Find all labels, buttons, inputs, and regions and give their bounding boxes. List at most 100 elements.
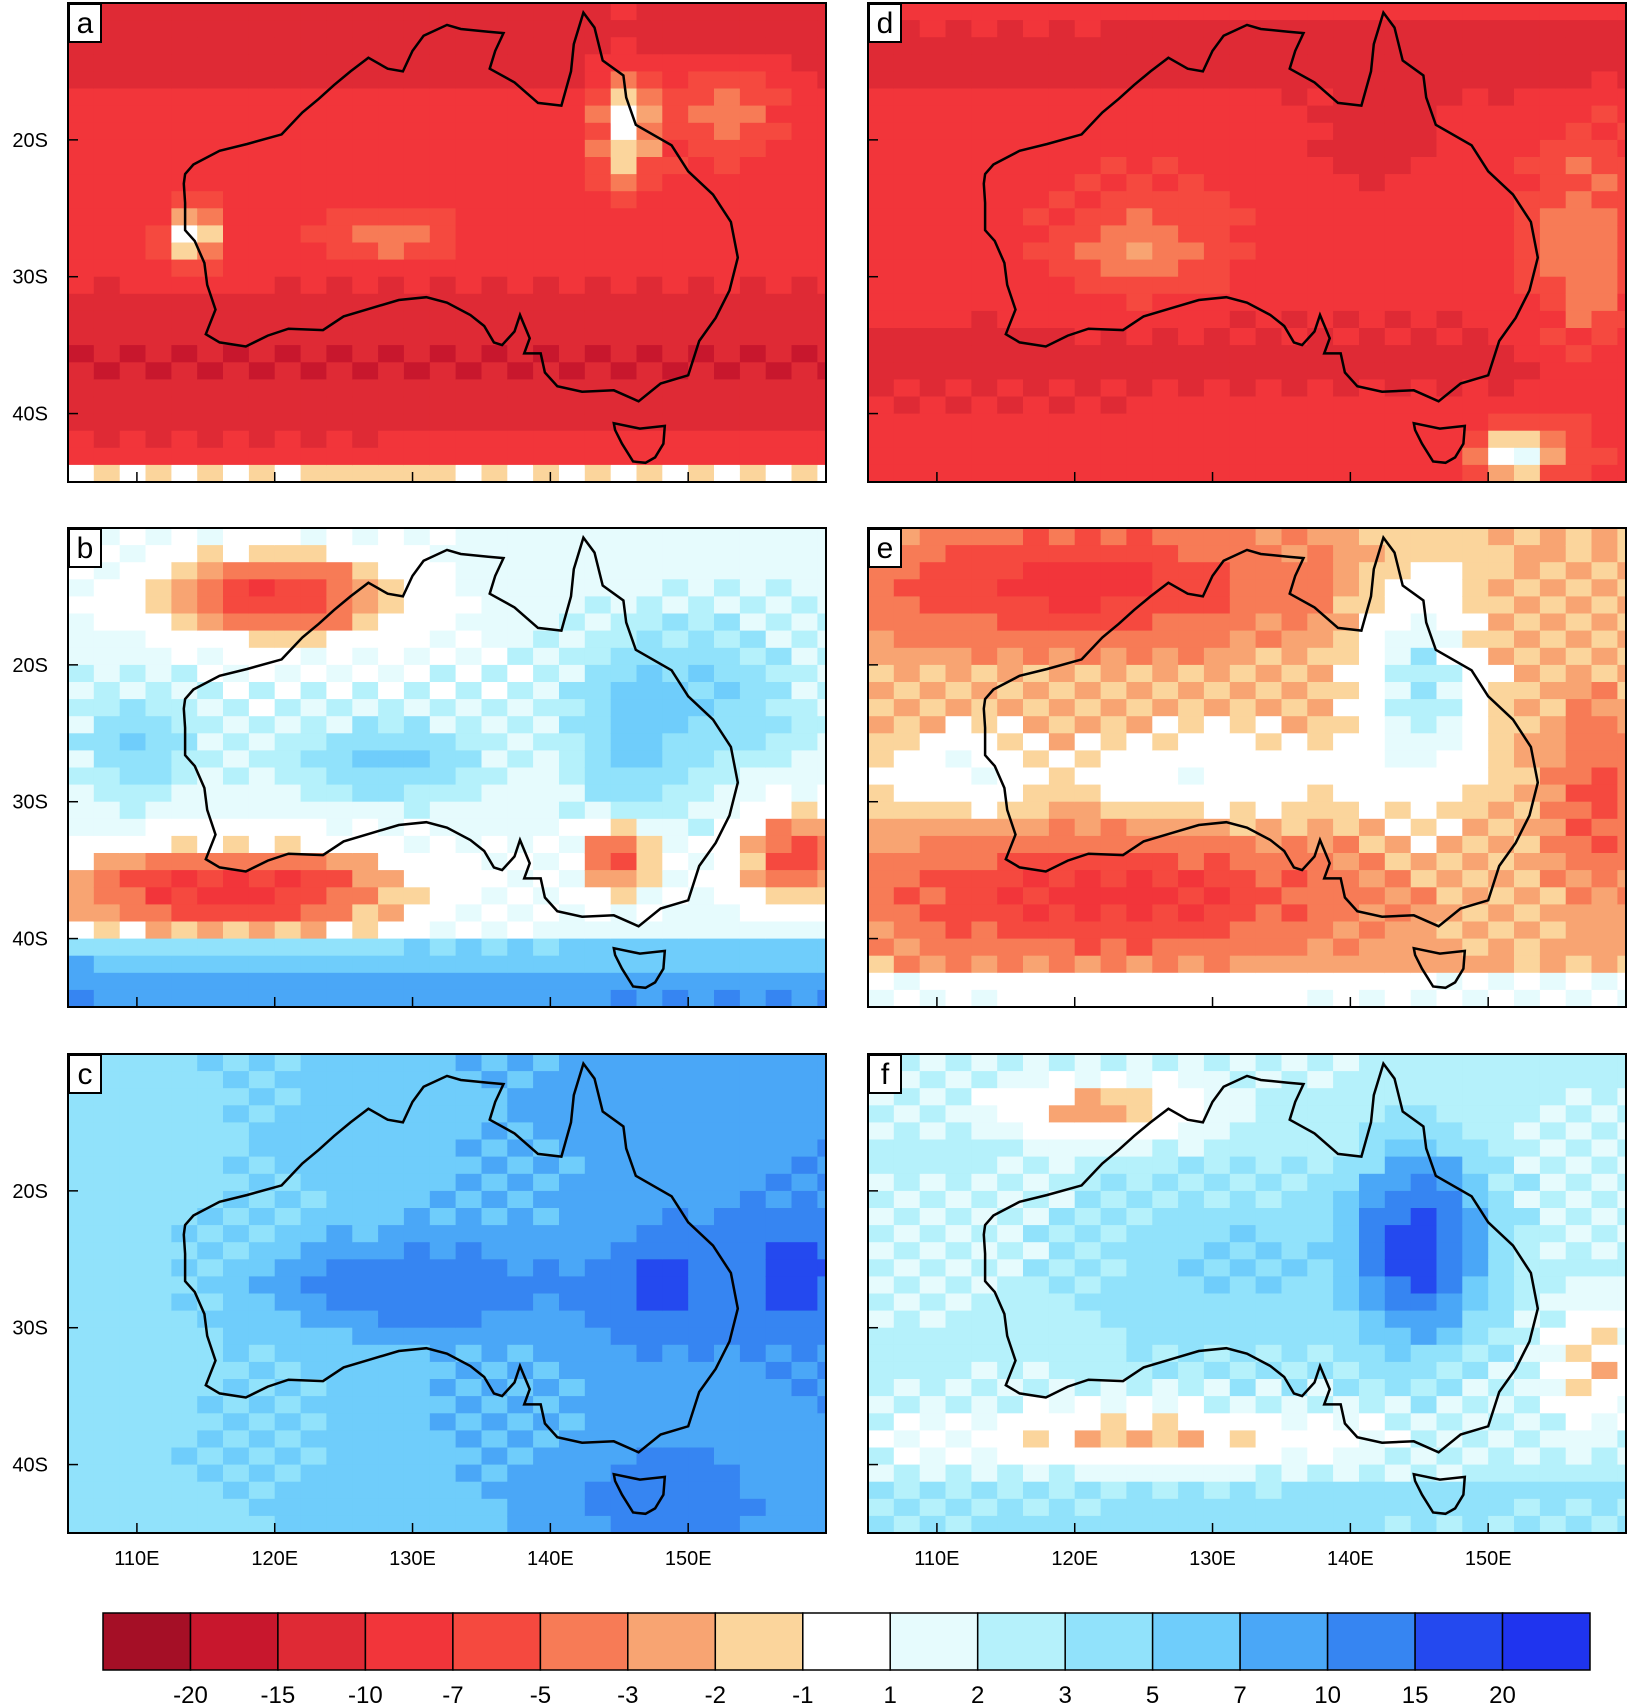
heatmap-cell [326, 750, 353, 769]
heatmap-cell [248, 1071, 276, 1089]
heatmap-cell [765, 1344, 793, 1363]
heatmap-cell [868, 1259, 895, 1277]
heatmap-cell [997, 699, 1024, 717]
heatmap-cell [1539, 464, 1567, 482]
heatmap-cell [119, 191, 147, 209]
heatmap-cell [688, 818, 715, 837]
heatmap-cell [326, 1481, 353, 1500]
heatmap-cell [584, 1054, 612, 1072]
heatmap-cell [248, 464, 276, 482]
heatmap-cell [119, 225, 147, 244]
heatmap-cell [1307, 699, 1334, 717]
heatmap-cell [403, 579, 431, 597]
heatmap-cell [300, 208, 327, 226]
heatmap-cell [1178, 396, 1205, 415]
heatmap-cell [1514, 682, 1541, 700]
heatmap-cell [971, 1071, 998, 1089]
heatmap-cell [68, 310, 95, 329]
heatmap-cell [1436, 1327, 1463, 1346]
heatmap-cell [481, 1481, 508, 1500]
heatmap-cell [1462, 1276, 1489, 1295]
heatmap-cell [1255, 1208, 1282, 1226]
heatmap-cell [1048, 921, 1076, 940]
heatmap-cell [68, 716, 95, 734]
heatmap-cell [197, 818, 224, 837]
heatmap-cell [300, 870, 327, 888]
heatmap-cell [145, 345, 172, 363]
heatmap-cell [1410, 699, 1438, 717]
heatmap-cell [1359, 1208, 1386, 1226]
heatmap-cell [300, 1156, 327, 1175]
heatmap-cell [817, 447, 826, 466]
heatmap-cell [1514, 1071, 1541, 1089]
heatmap-cell [971, 139, 998, 158]
heatmap-cell [248, 1413, 276, 1431]
heatmap-cell [1100, 853, 1127, 871]
heatmap-cell [1048, 105, 1076, 124]
heatmap-cell [429, 447, 457, 466]
heatmap-cell [1462, 1498, 1489, 1517]
heatmap-cell [1048, 1071, 1076, 1089]
heatmap-cell [223, 328, 250, 346]
heatmap-cell [1617, 682, 1626, 700]
heatmap-cell [300, 613, 327, 632]
heatmap-cell [197, 242, 224, 261]
heatmap-cell [1126, 276, 1153, 295]
heatmap-cell [1384, 191, 1412, 209]
heatmap-cell [1229, 1481, 1257, 1500]
heatmap-cell [1229, 972, 1257, 991]
heatmap-cell [119, 972, 147, 991]
heatmap-cell [1591, 54, 1618, 72]
heatmap-cell [791, 1173, 818, 1192]
heatmap-cell [1255, 122, 1282, 141]
heatmap-cell [300, 887, 327, 905]
heatmap-cell [1255, 413, 1282, 432]
heatmap-cell [1565, 699, 1593, 717]
heatmap-cell [945, 1088, 972, 1106]
heatmap-cell [429, 921, 457, 940]
heatmap-cell [1255, 276, 1282, 295]
heatmap-cell [559, 835, 586, 854]
heatmap-cell [584, 1396, 612, 1414]
heatmap-cell [68, 362, 95, 380]
heatmap-cell [68, 54, 95, 72]
heatmap-cell [739, 293, 767, 312]
heatmap-cell [1307, 242, 1334, 261]
heatmap-cell [326, 647, 353, 666]
heatmap-cell [403, 1225, 431, 1243]
heatmap-cell [300, 579, 327, 597]
heatmap-cell [352, 528, 379, 546]
heatmap-cell [1074, 818, 1102, 837]
heatmap-cell [1410, 225, 1438, 244]
heatmap-cell [1203, 1208, 1231, 1226]
heatmap-cell [636, 818, 663, 837]
heatmap-cell [636, 613, 663, 632]
heatmap-cell [893, 191, 921, 209]
heatmap-cell [662, 938, 689, 957]
heatmap-cell [429, 259, 457, 278]
heatmap-cell [1488, 430, 1515, 449]
heatmap-cell [507, 447, 534, 466]
heatmap-cell [1281, 1447, 1308, 1466]
heatmap-cell [197, 972, 224, 991]
heatmap-cell [791, 801, 818, 820]
heatmap-cell [300, 174, 327, 192]
heatmap-cell [1384, 1225, 1412, 1243]
heatmap-cell [197, 191, 224, 209]
heatmap-cell [145, 750, 172, 769]
heatmap-cell [274, 1344, 302, 1363]
heatmap-cell [997, 1208, 1024, 1226]
heatmap-cell [636, 853, 663, 871]
heatmap-cell [507, 801, 534, 820]
heatmap-cell [817, 818, 826, 837]
heatmap-cell [119, 1054, 147, 1072]
heatmap-cell [223, 972, 250, 991]
heatmap-cell [119, 1156, 147, 1175]
heatmap-cell [945, 1139, 972, 1158]
heatmap-cell [326, 447, 353, 466]
heatmap-cell [739, 1481, 767, 1500]
heatmap-cell [1074, 1173, 1102, 1192]
heatmap-cell [1126, 1259, 1153, 1277]
heatmap-cell [1488, 1293, 1515, 1312]
heatmap-cell [893, 818, 921, 837]
